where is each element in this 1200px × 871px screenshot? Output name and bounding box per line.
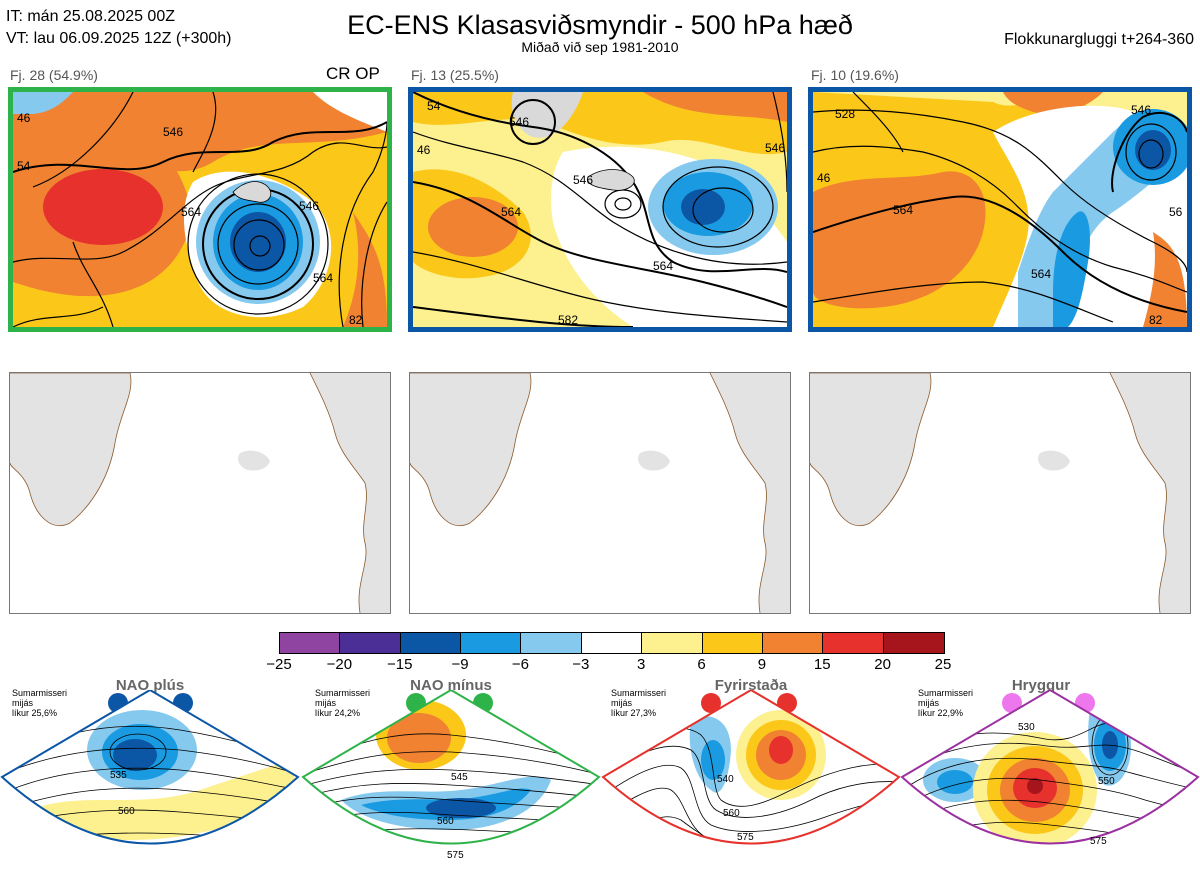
run-info: IT: mán 25.08.2025 00Z VT: lau 06.09.202… (6, 6, 232, 50)
colorbar-tick-label: −25 (266, 656, 292, 673)
regime-contour-label: 540 (717, 774, 734, 785)
cluster-map-2[interactable]: 54 546 46 564 564 582 546 546 (408, 87, 792, 332)
regime-2-note: Sumarmisseri mijás líkur 24,2% (315, 688, 371, 718)
colorbar-tick-label: 25 (934, 656, 952, 673)
regime-contour-label: 560 (437, 816, 454, 827)
colorbar-tick-label: 3 (637, 656, 646, 673)
regime-3-marker (701, 693, 721, 713)
regime-1-fan: 535 560 (0, 690, 300, 845)
classification-window: Flokkunargluggi t+264-360 (1004, 31, 1194, 48)
regime-contour-label: 560 (723, 808, 740, 819)
contour-label: 546 (765, 141, 785, 155)
regime-4-note: Sumarmisseri mijás líkur 22,9% (918, 688, 974, 718)
contour-label: 546 (1131, 103, 1151, 117)
colorbar-tick-label: 9 (757, 656, 767, 673)
contour-label: 564 (653, 259, 673, 273)
colorbar-swatch (883, 633, 944, 653)
contour-label: 546 (573, 173, 593, 187)
panel-2-label: Fj. 13 (25.5%) (411, 67, 499, 83)
cluster-map-3[interactable]: 528 546 46 564 564 56 82 (808, 87, 1192, 332)
contour-label: 82 (1149, 313, 1163, 327)
page-title: EC-ENS Klasasviðsmyndir - 500 hPa hæð (347, 10, 853, 40)
regime-contour-label: 575 (447, 850, 464, 861)
contour-label: 564 (893, 203, 913, 217)
colorbar-swatch (823, 633, 884, 653)
panel-1-tag: CR OP (326, 64, 380, 83)
it-line: IT: mán 25.08.2025 00Z (6, 8, 175, 25)
colorbar-swatch (521, 633, 582, 653)
contour-label: 56 (1169, 205, 1183, 219)
colorbar-swatch (642, 633, 703, 653)
vt-line: VT: lau 06.09.2025 12Z (+300h) (6, 30, 232, 47)
regime-4-title: Hryggur (1011, 677, 1071, 694)
colorbar-tick-label: −6 (511, 656, 529, 673)
page-subtitle: Miðað við sep 1981-2010 (521, 39, 679, 55)
panel-1-label: Fj. 28 (54.9%) (10, 67, 98, 83)
colorbar-swatch (581, 633, 643, 653)
contour-label: 564 (313, 271, 333, 285)
contour-label: 46 (817, 171, 831, 185)
colorbar-swatch (400, 633, 462, 653)
regime-2-title: NAO mínus (410, 677, 492, 694)
regime-1-title: NAO plús (115, 677, 185, 694)
colorbar-tick-label: −3 (572, 656, 590, 673)
regime-contour-label: 530 (1018, 722, 1035, 733)
colorbar-swatch (461, 633, 522, 653)
regime-contour-label: 560 (118, 806, 135, 817)
colorbar-swatch (340, 633, 401, 653)
regime-2-fan: 545 560 575 (301, 690, 601, 861)
regime-4-fan: 530 550 575 (900, 690, 1200, 847)
colorbar-swatch (762, 633, 824, 653)
regime-4-marker (1002, 693, 1022, 713)
regime-contour-label: 545 (451, 772, 468, 783)
contour-label: 54 (427, 99, 441, 113)
colorbar-tick-label: 15 (813, 656, 831, 673)
contour-label: 546 (509, 115, 529, 129)
colorbar-tick-label: 20 (874, 656, 891, 673)
colorbar-swatch (280, 633, 341, 653)
regime-3-note: Sumarmisseri mijás líkur 27,3% (611, 688, 667, 718)
contour-label: 564 (501, 205, 521, 219)
contour-label: 54 (17, 159, 31, 173)
empty-map-3 (809, 372, 1191, 614)
contour-label: 528 (835, 107, 855, 121)
regime-1-note: Sumarmisseri mijás líkur 25,6% (12, 688, 68, 718)
regime-contour-label: 535 (110, 770, 127, 781)
contour-label: 564 (1031, 267, 1051, 281)
cluster-map-1[interactable]: 46 546 54 564 546 564 82 (8, 87, 392, 332)
contour-label: 82 (349, 313, 363, 327)
contour-label: 46 (17, 111, 31, 125)
contour-label: 46 (417, 143, 431, 157)
colorbar (279, 632, 945, 654)
regime-contour-label: 550 (1098, 776, 1115, 787)
empty-map-1 (9, 372, 391, 614)
colorbar-tick-label: −15 (386, 656, 413, 673)
contour-label: 546 (299, 199, 319, 213)
regime-3-fan: 540 560 575 (601, 690, 901, 845)
empty-map-2 (409, 372, 791, 614)
colorbar-tick-label: 6 (697, 656, 706, 673)
contour-label: 564 (181, 205, 201, 219)
regime-3-title: Fyrirstaða (714, 677, 788, 694)
colorbar-tick-label: −20 (326, 656, 353, 673)
contour-label: 582 (558, 313, 578, 327)
regime-contour-label: 575 (1090, 836, 1107, 847)
colorbar-swatch (702, 633, 763, 653)
colorbar-tick-label: −9 (451, 656, 469, 673)
panel-3-label: Fj. 10 (19.6%) (811, 67, 899, 83)
contour-label: 546 (163, 125, 183, 139)
regime-contour-label: 575 (737, 832, 754, 843)
